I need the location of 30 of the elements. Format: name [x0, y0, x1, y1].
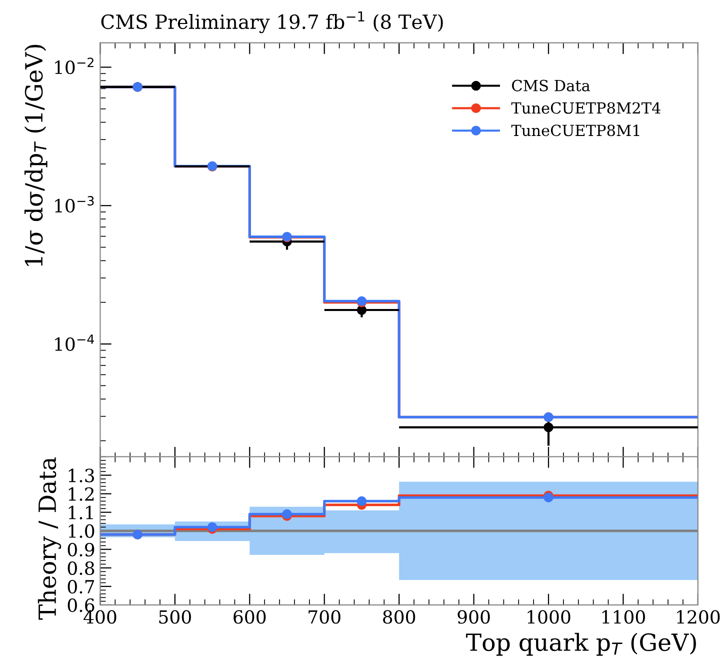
- point: [356, 305, 367, 315]
- y-tick-label: 1.0: [68, 524, 94, 538]
- y-tick-label: 10$^{−2}$: [55, 58, 94, 74]
- chart-title: CMS Preliminary 19.7 fb$^{−1}$ (8 TeV): [101, 11, 443, 34]
- point: [544, 422, 554, 432]
- legend-label: TuneCUETP8M1: [511, 124, 640, 136]
- y-axis-title: 1/σ dσ/dp$_{T}$ (1/GeV): [24, 44, 48, 266]
- y-tick-label: 0.8: [68, 561, 94, 576]
- x-tick-label: 900: [458, 610, 490, 624]
- x-tick-label: 600: [234, 610, 266, 624]
- y-tick-label: 0.9: [68, 542, 94, 556]
- x-tick-label: 500: [159, 610, 191, 624]
- y-tick-label: 0.6: [68, 598, 94, 612]
- y-tick-label: 1.2: [68, 487, 94, 501]
- y-tick-label: 0.7: [68, 580, 94, 594]
- x-axis-title: Top quark p$_{T}$ (GeV): [466, 632, 696, 656]
- y-axis-title: Theory / Data: [38, 457, 62, 620]
- y-tick-label: 1.3: [68, 468, 94, 482]
- point: [356, 496, 367, 506]
- y-tick-label: 10$^{−4}$: [55, 334, 94, 351]
- x-tick-label: 800: [383, 610, 416, 624]
- x-tick-label: 400: [84, 610, 116, 624]
- x-tick-label: 1200: [677, 610, 720, 624]
- legend-label: CMS Data: [512, 80, 590, 92]
- x-tick-label: 700: [308, 610, 340, 624]
- y-tick-label: 10$^{−3}$: [55, 196, 94, 213]
- legend-label: TuneCUETP8M2T4: [511, 102, 660, 114]
- y-tick-label: 1.1: [68, 506, 93, 520]
- x-tick-label: 1100: [602, 610, 645, 624]
- x-tick-label: 1000: [528, 610, 570, 624]
